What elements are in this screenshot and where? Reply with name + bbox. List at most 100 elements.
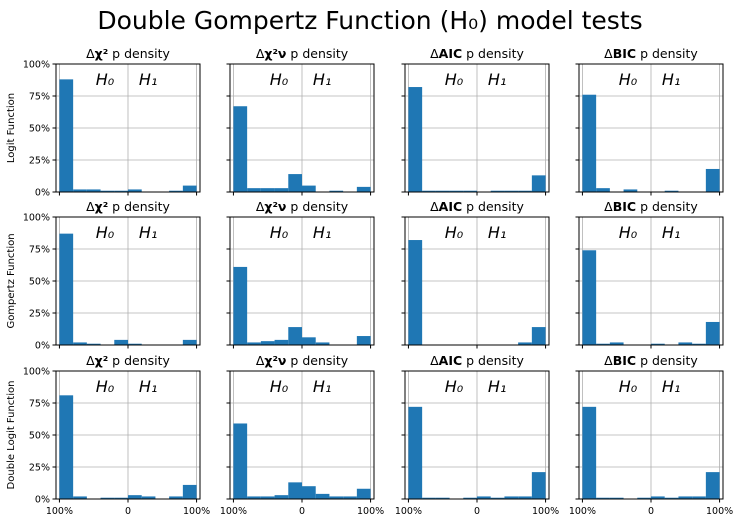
panel-title: Δχ² p density (86, 353, 170, 368)
histogram-bar (59, 233, 74, 345)
h0-label: H₀ (445, 377, 464, 396)
panel-title: ΔBIC p density (604, 199, 698, 214)
h0-label: H₀ (270, 223, 289, 242)
histogram-bar (73, 189, 87, 192)
histogram-bar (182, 185, 197, 192)
title-delta: Δ (86, 353, 95, 368)
y-tick-label: 100% (23, 59, 50, 70)
histogram-bar (705, 321, 720, 345)
histogram-bar (609, 497, 624, 499)
histogram-bar (128, 189, 142, 192)
histogram-bar (169, 496, 183, 499)
title-delta: Δ (430, 353, 439, 368)
title-stat: χ² (95, 199, 109, 214)
title-suffix: p density (286, 353, 348, 368)
panel-r1-c1: Δχ²ν p density H₀ H₁ (226, 199, 375, 349)
histogram-bar (705, 472, 720, 499)
h1-label: H₁ (139, 70, 157, 89)
histogram-bar (86, 343, 101, 345)
h1-label: H₁ (139, 377, 157, 396)
histogram-bar (114, 497, 128, 499)
x-tick-label: 100% (220, 506, 247, 517)
panel-r2-c2: 100% 0 100% ΔAIC p density H₀ H₁ (395, 353, 559, 517)
histogram-bar (408, 240, 423, 345)
histogram-bar (356, 336, 371, 345)
y-tick-label: 50% (29, 276, 50, 287)
panel-title: Δχ²ν p density (256, 199, 349, 214)
title-suffix: p density (108, 199, 170, 214)
histogram-bar (100, 497, 115, 499)
histogram-bar (435, 190, 450, 192)
histogram-bar (637, 497, 651, 499)
x-tick-label: 100% (183, 506, 210, 517)
panel-title: ΔAIC p density (430, 199, 524, 214)
histogram-bar (596, 188, 610, 192)
y-tick-label: 75% (29, 398, 50, 409)
x-tick-label: 0 (299, 506, 305, 517)
title-suffix: p density (462, 199, 524, 214)
title-delta: Δ (604, 353, 613, 368)
histogram-bar (664, 497, 679, 499)
histogram-bar (531, 175, 546, 192)
histogram-bar (692, 343, 706, 345)
y-tick-label: 25% (29, 155, 50, 166)
histogram-bar (705, 168, 720, 192)
title-delta: Δ (256, 46, 265, 61)
histogram-bar (73, 342, 87, 345)
title-stat: χ²ν (264, 46, 286, 61)
histogram-bar (59, 395, 74, 499)
histogram-bar (260, 341, 275, 345)
title-stat: AIC (439, 199, 463, 214)
y-tick-label: 75% (29, 244, 50, 255)
h1-label: H₁ (313, 70, 331, 89)
h0-label: H₀ (270, 377, 289, 396)
panel-r2-c3: 100% 0 100% ΔBIC p density H₀ H₁ (569, 353, 733, 517)
histogram-bar (463, 497, 477, 499)
histogram-bar (678, 496, 693, 499)
histogram-bar (288, 174, 302, 192)
title-suffix: p density (286, 199, 348, 214)
histogram-bar (596, 497, 610, 499)
x-tick-label: 100% (395, 506, 422, 517)
panel-title: Δχ² p density (86, 199, 170, 214)
histogram-bar (408, 87, 423, 192)
title-delta: Δ (86, 46, 95, 61)
title-delta: Δ (430, 46, 439, 61)
panel-r0-c1: Δχ²ν p density H₀ H₁ (226, 46, 375, 196)
panel-r1-c3: ΔBIC p density H₀ H₁ (575, 199, 724, 349)
h1-label: H₁ (139, 223, 157, 242)
row-label: Double Logit Function (6, 381, 17, 490)
title-suffix: p density (636, 353, 698, 368)
title-suffix: p density (108, 353, 170, 368)
title-stat: χ² (95, 353, 109, 368)
histogram-bar (449, 190, 464, 192)
x-tick-label: 100% (357, 506, 384, 517)
title-delta: Δ (256, 353, 265, 368)
panel-title: ΔBIC p density (604, 46, 698, 61)
histogram-bar (315, 493, 330, 499)
histogram-bar (356, 488, 371, 499)
histogram-bar (504, 496, 519, 499)
histogram-bar (531, 472, 546, 499)
title-delta: Δ (256, 199, 265, 214)
histogram-bar (73, 496, 87, 499)
histogram-bar (59, 79, 74, 192)
title-delta: Δ (604, 199, 613, 214)
panel-title: ΔAIC p density (430, 46, 524, 61)
h1-label: H₁ (488, 70, 506, 89)
panel-title: ΔBIC p density (604, 353, 698, 368)
histogram-bar (247, 496, 261, 499)
histogram-bar (518, 342, 532, 345)
h1-label: H₁ (313, 377, 331, 396)
title-suffix: p density (636, 199, 698, 214)
title-suffix: p density (462, 46, 524, 61)
histogram-bar (518, 190, 532, 192)
x-tick-label: 0 (648, 506, 654, 517)
y-tick-label: 100% (23, 366, 50, 377)
histogram-bar (128, 495, 142, 499)
h1-label: H₁ (488, 377, 506, 396)
histogram-bar (233, 106, 248, 192)
histogram-bar (422, 497, 436, 499)
histogram-bar (288, 482, 302, 499)
y-tick-label: 75% (29, 91, 50, 102)
